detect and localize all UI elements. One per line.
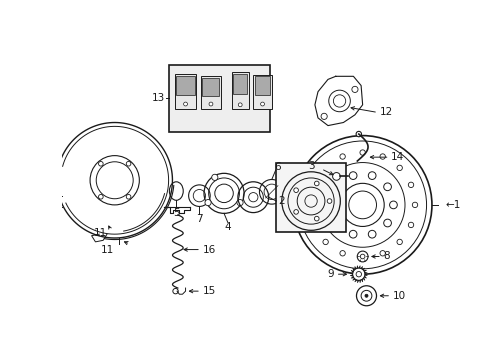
Text: 6: 6 <box>274 162 281 172</box>
Circle shape <box>348 172 356 179</box>
Bar <box>233 74 246 94</box>
Circle shape <box>407 182 413 188</box>
Text: 10: 10 <box>392 291 405 301</box>
Circle shape <box>383 183 390 191</box>
Text: 11: 11 <box>94 228 107 238</box>
Circle shape <box>172 288 178 294</box>
Circle shape <box>364 294 367 297</box>
Circle shape <box>126 161 131 166</box>
Circle shape <box>359 255 365 260</box>
Text: 4: 4 <box>224 222 231 232</box>
Text: 3: 3 <box>308 161 314 171</box>
Bar <box>254 76 270 95</box>
Circle shape <box>293 188 298 193</box>
Text: 5: 5 <box>173 208 179 217</box>
Circle shape <box>211 174 218 180</box>
Circle shape <box>311 182 316 188</box>
Circle shape <box>260 102 264 106</box>
Circle shape <box>357 251 367 262</box>
Circle shape <box>332 172 340 180</box>
Circle shape <box>311 222 316 228</box>
Circle shape <box>407 222 413 228</box>
Circle shape <box>333 183 341 191</box>
Text: 11: 11 <box>100 244 113 255</box>
Circle shape <box>327 201 335 209</box>
Circle shape <box>339 251 345 256</box>
Text: ←1: ←1 <box>444 200 460 210</box>
Circle shape <box>356 286 376 306</box>
Circle shape <box>359 150 365 155</box>
Bar <box>174 74 196 109</box>
Circle shape <box>99 194 103 199</box>
Circle shape <box>208 102 212 106</box>
Bar <box>168 65 270 132</box>
Bar <box>176 76 194 95</box>
Circle shape <box>396 165 402 171</box>
Circle shape <box>379 154 385 159</box>
Circle shape <box>314 181 319 186</box>
Bar <box>201 76 221 109</box>
Circle shape <box>126 194 131 199</box>
Circle shape <box>99 161 103 166</box>
Circle shape <box>339 154 345 159</box>
Circle shape <box>383 219 390 227</box>
Text: 15: 15 <box>202 286 215 296</box>
Circle shape <box>367 230 375 238</box>
Circle shape <box>237 199 243 206</box>
Circle shape <box>321 113 326 120</box>
Circle shape <box>307 202 312 208</box>
Circle shape <box>204 199 211 206</box>
Circle shape <box>352 268 364 280</box>
Circle shape <box>389 201 396 209</box>
Circle shape <box>379 251 385 256</box>
Circle shape <box>293 210 298 214</box>
Text: 14: 14 <box>390 152 404 162</box>
Circle shape <box>367 172 375 179</box>
Bar <box>202 78 219 96</box>
Text: 2: 2 <box>277 196 284 206</box>
Circle shape <box>333 219 341 227</box>
Circle shape <box>396 239 402 244</box>
Circle shape <box>411 202 417 208</box>
Text: 12: 12 <box>379 108 392 117</box>
Text: 7: 7 <box>196 214 203 224</box>
Text: 8: 8 <box>383 252 389 261</box>
Bar <box>231 72 248 109</box>
Circle shape <box>314 216 319 221</box>
Circle shape <box>355 131 361 137</box>
Circle shape <box>348 230 356 238</box>
Text: 13: 13 <box>151 93 164 103</box>
Bar <box>276 163 345 232</box>
Text: 9: 9 <box>327 269 333 279</box>
Circle shape <box>326 199 331 203</box>
Text: 16: 16 <box>202 244 215 255</box>
Circle shape <box>322 165 327 171</box>
Circle shape <box>351 86 357 93</box>
Circle shape <box>183 102 187 106</box>
Bar <box>253 75 271 109</box>
Circle shape <box>238 103 242 107</box>
Circle shape <box>322 239 327 244</box>
